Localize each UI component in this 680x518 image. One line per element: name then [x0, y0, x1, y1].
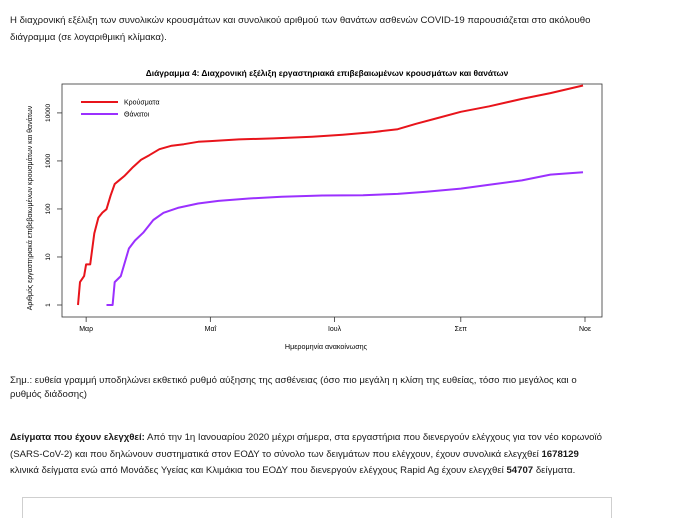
series-line-1	[77, 84, 584, 306]
rapid-count: 54707	[506, 465, 534, 476]
y-tick-label: 10	[45, 253, 52, 261]
series-line-2	[106, 171, 584, 306]
y-axis-label: Αριθμός εργαστηριακά επιβεβαιωμένων κρου…	[26, 105, 34, 310]
chart: Διάγραμμα 4: Διαχρονική εξέλιξη εργαστηρ…	[26, 68, 603, 351]
samples-text-1: Από την 1η Ιανουαρίου 2020 μέχρι σήμερα,…	[10, 432, 602, 460]
pcr-count: 1678129	[541, 448, 579, 460]
y-axis: 1 10 100 1000 10000	[45, 103, 62, 307]
x-tick-label: Μαρ	[79, 326, 93, 333]
x-tick-label: Μαΐ	[205, 325, 217, 333]
legend-label: Θάνατοι	[124, 111, 150, 119]
y-tick-label: 10000	[45, 103, 52, 121]
x-axis: Μαρ Μαΐ Ιουλ Σεπ Νοε	[79, 317, 591, 333]
y-tick-label: 100	[45, 203, 52, 214]
intro-paragraph: Η διαχρονική εξέλιξη των συνολικών κρουσ…	[10, 15, 591, 43]
series-layer	[77, 84, 584, 306]
legend-label: Κρούσματα	[124, 99, 160, 107]
samples-paragraph: Δείγματα που έχουν ελεγχθεί: Από την 1η …	[10, 430, 610, 480]
legend: Κρούσματα Θάνατοι	[81, 99, 160, 119]
x-tick-label: Σεπ	[455, 326, 467, 333]
samples-text-2: κλινικά δείγματα ενώ από Μονάδες Υγείας …	[10, 465, 507, 476]
plot-frame	[61, 83, 603, 318]
samples-text-3: δείγματα.	[533, 465, 576, 476]
y-tick-label: 1000	[45, 153, 52, 168]
table-frame	[22, 497, 612, 518]
x-axis-label: Ημερομηνία ανακοίνωσης	[285, 342, 368, 351]
x-tick-label: Ιουλ	[328, 326, 342, 333]
x-tick-label: Νοε	[579, 326, 591, 333]
chart-note: Σημ.: ευθεία γραμμή υποδηλώνει εκθετικό …	[10, 375, 577, 400]
samples-heading: Δείγματα που έχουν ελεγχθεί:	[10, 432, 145, 443]
chart-title: Διάγραμμα 4: Διαχρονική εξέλιξη εργαστηρ…	[146, 68, 509, 78]
y-tick-label: 1	[45, 303, 52, 307]
